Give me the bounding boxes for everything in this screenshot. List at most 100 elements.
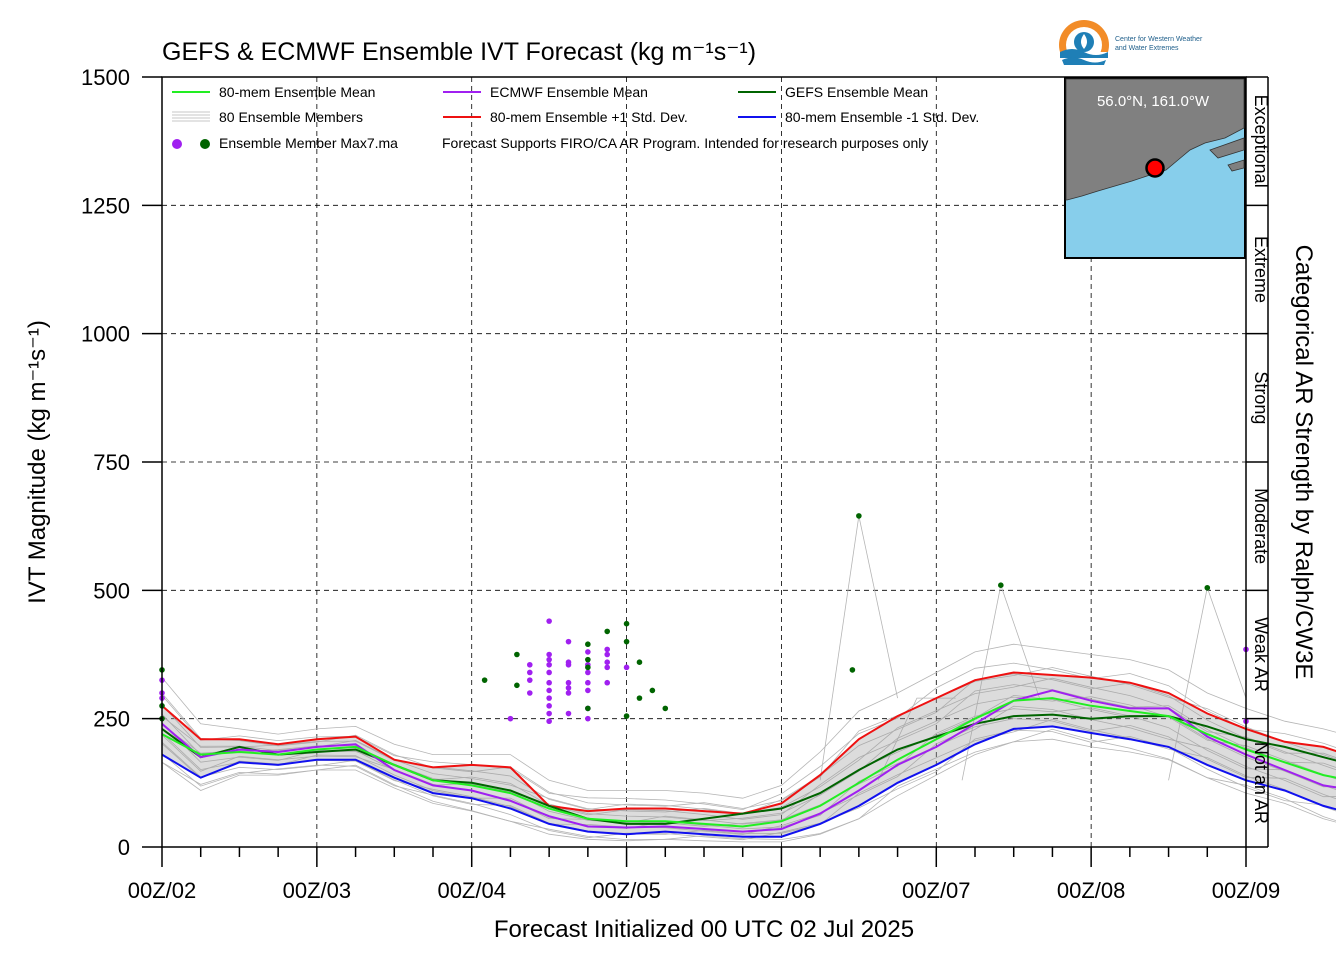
series-line-ecmwf-ensemble-mean: [161, 689, 1336, 833]
legend-members-swatch: [172, 111, 210, 122]
ecmwf-max-point: [565, 710, 572, 717]
ecmwf-max-point: [565, 685, 572, 691]
ecmwf-max-point: [623, 664, 630, 671]
y-tick-label: 500: [93, 578, 130, 603]
y-tick-label: 250: [93, 707, 130, 732]
ensemble-members: [161, 515, 1336, 843]
x-tick-label: 00Z/08: [1057, 878, 1126, 903]
gefs-max-point: [998, 582, 1004, 588]
ecmwf-max-point: [565, 679, 572, 686]
ecmwf-max-point: [546, 661, 552, 668]
legend-note: Forecast Supports FIRO/CA AR Program. In…: [442, 135, 928, 151]
ecmwf-max-point: [546, 618, 552, 624]
ecmwf-max-point: [565, 690, 572, 696]
x-tick-label: 00Z/06: [747, 878, 816, 903]
ensemble-member-line: [161, 729, 1336, 841]
ecmwf-max-point: [604, 651, 611, 658]
legend-label-ecmwf-mean: ECMWF Ensemble Mean: [490, 84, 648, 100]
ecmwf-max-point: [546, 710, 552, 717]
legend-label-minus-std: 80-mem Ensemble -1 Std. Dev.: [785, 109, 979, 125]
ensemble-member-line: [161, 738, 1336, 843]
legend-gefs-max-dot: [200, 139, 210, 149]
ensemble-member-line: [161, 718, 1336, 835]
y-axis-label: IVT Magnitude (kg m⁻¹s⁻¹): [24, 320, 51, 604]
max-points: [159, 513, 1249, 725]
location-map-inset: 56.0°N, 161.0°W: [1064, 77, 1246, 259]
y-tick-label: 0: [118, 835, 130, 860]
gefs-max-point: [585, 705, 591, 712]
x-tick-label: 00Z/03: [283, 878, 352, 903]
ar-category-axis: Not an AR Weak AR Moderate Strong Extreme Exc…: [1246, 76, 1271, 848]
legend-label-ensemble-mean: 80-mem Ensemble Mean: [219, 84, 375, 100]
ecmwf-max-point: [585, 687, 591, 694]
legend: 80-mem Ensemble Mean 80 Ensemble Members…: [172, 84, 979, 151]
map-island: [1227, 159, 1245, 172]
y-tick-label: 750: [93, 450, 130, 475]
ecmwf-max-point: [546, 687, 552, 694]
gefs-max-point: [856, 513, 862, 519]
series-line-gefs-ensemble-mean: [161, 713, 1336, 825]
legend-label-max: Ensemble Member Max7.ma: [219, 135, 398, 151]
map-island: [1209, 137, 1245, 159]
ensemble-member-line: [161, 643, 1336, 799]
legend-label-plus-std: 80-mem Ensemble +1 Std. Dev.: [490, 109, 688, 125]
gefs-max-point: [623, 620, 630, 627]
ecmwf-max-point: [526, 690, 533, 696]
logo-text-line1: Center for Western Weather: [1115, 36, 1203, 43]
ensemble-member-line: [161, 673, 1336, 815]
logo-text-line2: and Water Extremes: [1115, 45, 1179, 52]
ecmwf-max-point: [546, 703, 552, 709]
gefs-max-point: [636, 659, 643, 665]
ecmwf-max-point: [546, 718, 552, 725]
ecmwf-max-point: [546, 695, 552, 701]
legend-ecmwf-max-dot: [172, 139, 182, 149]
x-tick-label: 00Z/09: [1212, 878, 1281, 903]
x-tick-label: 00Z/04: [437, 878, 506, 903]
legend-label-members: 80 Ensemble Members: [219, 109, 363, 125]
category-label: Moderate: [1251, 488, 1271, 564]
ensemble-member-line: [161, 718, 1336, 835]
legend-label-gefs-mean: GEFS Ensemble Mean: [785, 84, 928, 100]
x-tick-label: 00Z/07: [902, 878, 971, 903]
gefs-max-point: [514, 651, 520, 658]
ensemble-member-line: [161, 667, 1336, 809]
map-location-marker: [1145, 158, 1165, 178]
ecmwf-max-point: [604, 679, 611, 686]
ecmwf-max-point: [546, 679, 552, 686]
gefs-max-point: [849, 667, 856, 673]
gefs-max-point: [481, 677, 488, 683]
gefs-max-point: [604, 628, 611, 635]
series-line-80-mem-ensemble-1-std-dev: [161, 725, 1336, 838]
chart-title: GEFS & ECMWF Ensemble IVT Forecast (kg m…: [162, 38, 756, 66]
gefs-max-point: [585, 641, 591, 648]
gefs-max-point: [1204, 584, 1211, 591]
right-axis-label: Categorical AR Strength by Ralph/CW3E: [1290, 245, 1317, 680]
map-location-label: 56.0°N, 161.0°W: [1097, 93, 1210, 110]
category-label: Extreme: [1251, 236, 1271, 303]
ecmwf-max-point: [604, 659, 611, 665]
category-label: Exceptional: [1251, 95, 1271, 188]
x-tick-label: 00Z/02: [128, 878, 197, 903]
ecmwf-max-point: [565, 638, 572, 645]
gefs-max-point: [585, 664, 591, 671]
gefs-max-point: [514, 682, 520, 689]
x-tick-label: 00Z/05: [592, 878, 661, 903]
gefs-max-point: [636, 695, 643, 701]
gefs-max-point: [623, 638, 630, 645]
y-tick-label: 1500: [81, 65, 130, 90]
gefs-max-point: [585, 656, 591, 663]
ecmwf-max-point: [526, 677, 533, 683]
cw3e-logo: Center for Western Weather and Water Ext…: [1059, 20, 1203, 70]
ecmwf-max-point: [526, 661, 533, 668]
ecmwf-max-point: [585, 649, 591, 655]
series-line-80-mem-ensemble-1-std-dev: [161, 671, 1336, 815]
x-axis-label: Forecast Initialized 00 UTC 02 Jul 2025: [494, 916, 914, 943]
ecmwf-max-point: [546, 669, 552, 676]
ecmwf-max-point: [604, 664, 611, 671]
series-lines: [161, 671, 1336, 838]
ecmwf-max-point: [565, 661, 572, 668]
ecmwf-max-point: [585, 669, 591, 676]
ensemble-member-line: [161, 677, 1336, 815]
ensemble-member-line: [161, 728, 1336, 841]
